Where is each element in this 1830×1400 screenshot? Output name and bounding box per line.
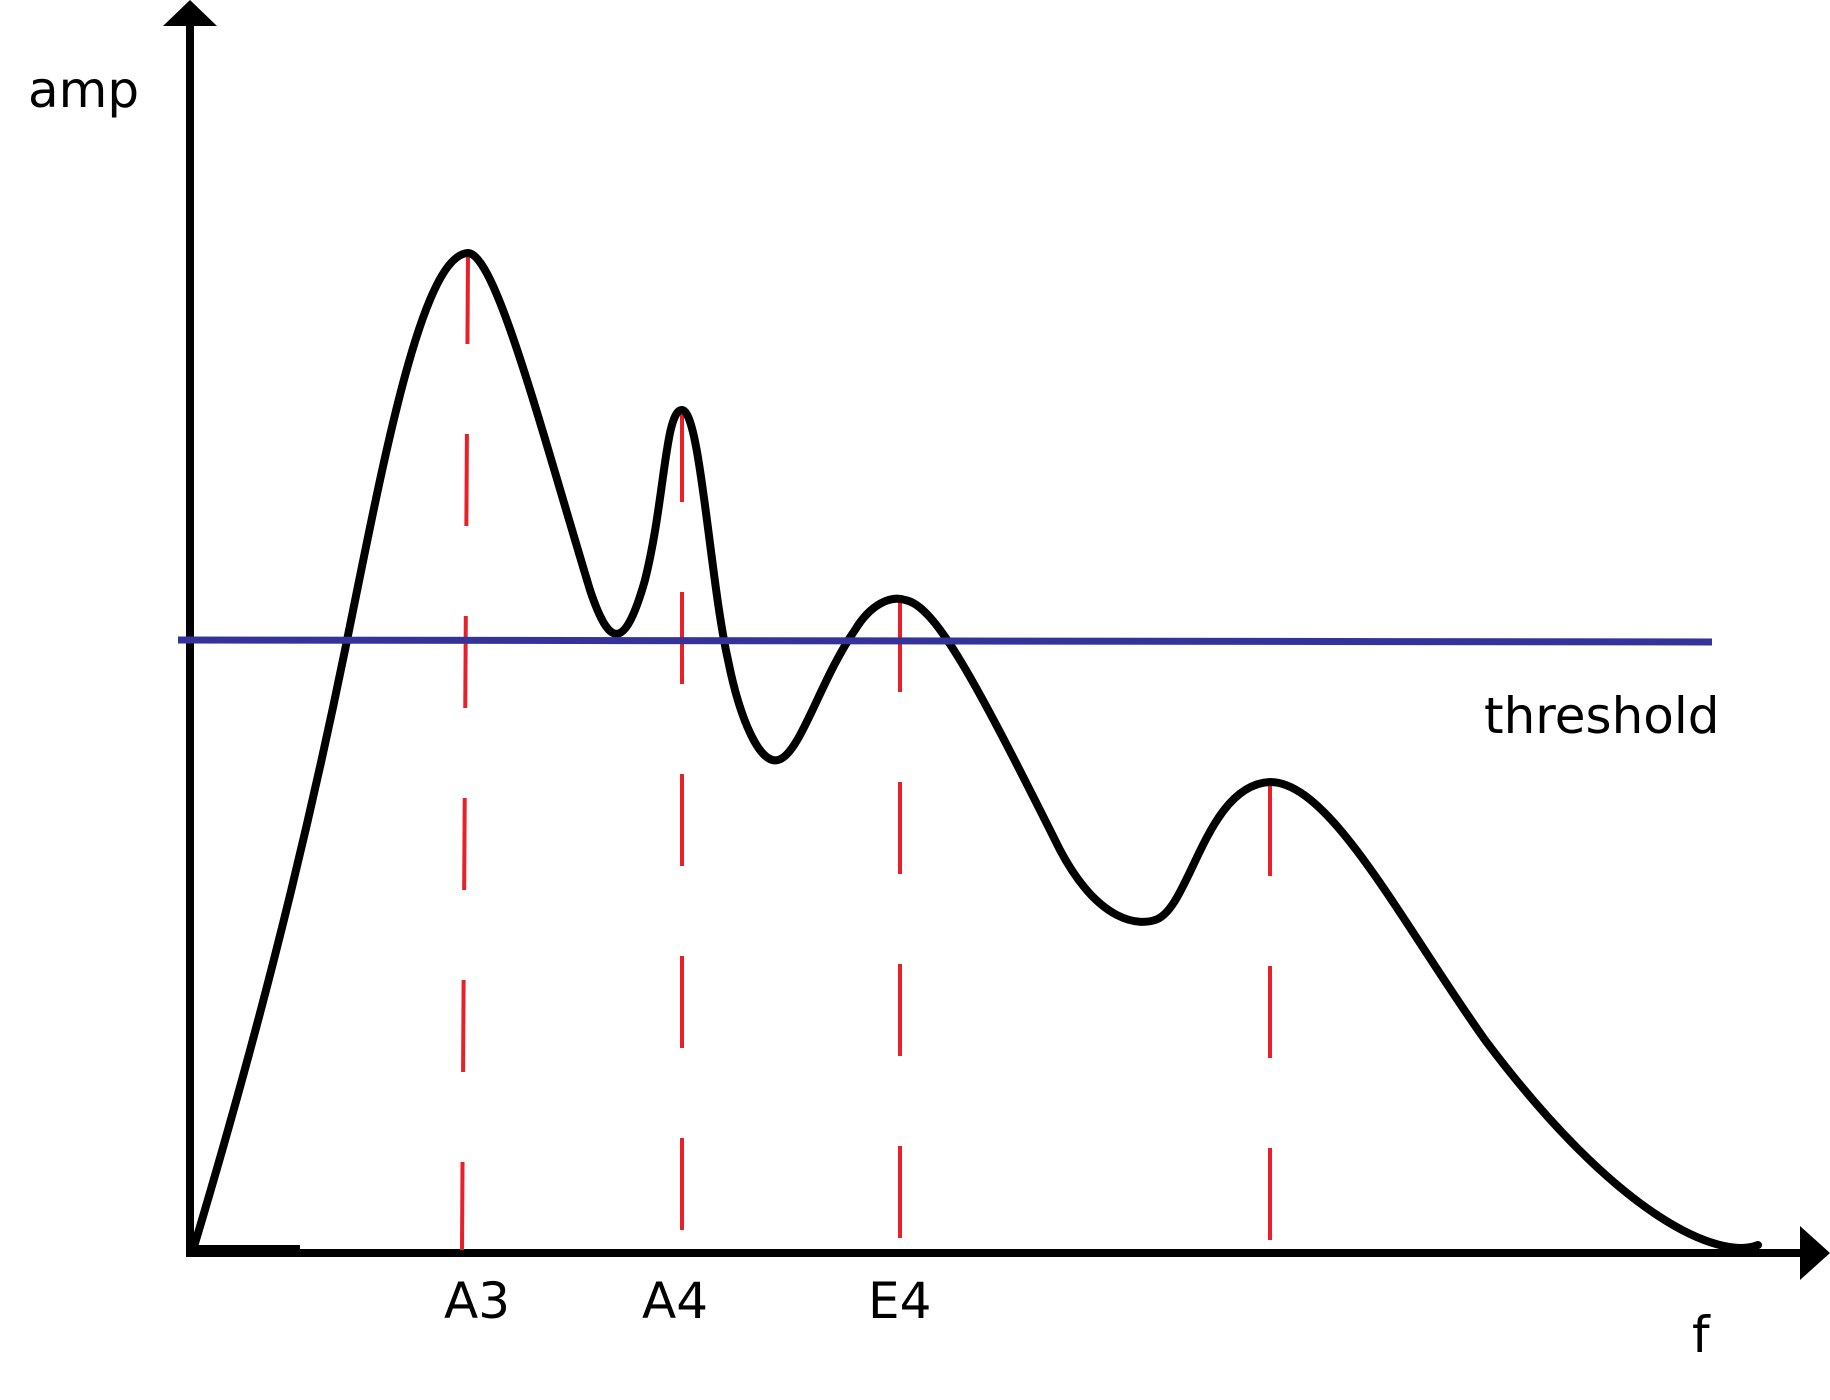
y-axis-label: amp <box>28 61 139 119</box>
spectrum-curve <box>189 249 1762 1254</box>
threshold-line <box>177 636 1713 646</box>
x-axis-label: f <box>1692 1306 1711 1364</box>
peak-marker-a3 <box>460 251 470 1251</box>
x-axis <box>186 1226 1830 1280</box>
y-axis-arrowhead <box>163 0 217 26</box>
note-label-a4: A4 <box>642 1272 708 1330</box>
y-axis <box>163 0 217 1255</box>
x-axis-arrowhead <box>1800 1226 1830 1280</box>
peak-markers <box>460 251 1272 1251</box>
note-label-e4: E4 <box>868 1272 931 1330</box>
note-label-a3: A3 <box>444 1272 510 1330</box>
threshold-label: threshold <box>1484 687 1719 745</box>
